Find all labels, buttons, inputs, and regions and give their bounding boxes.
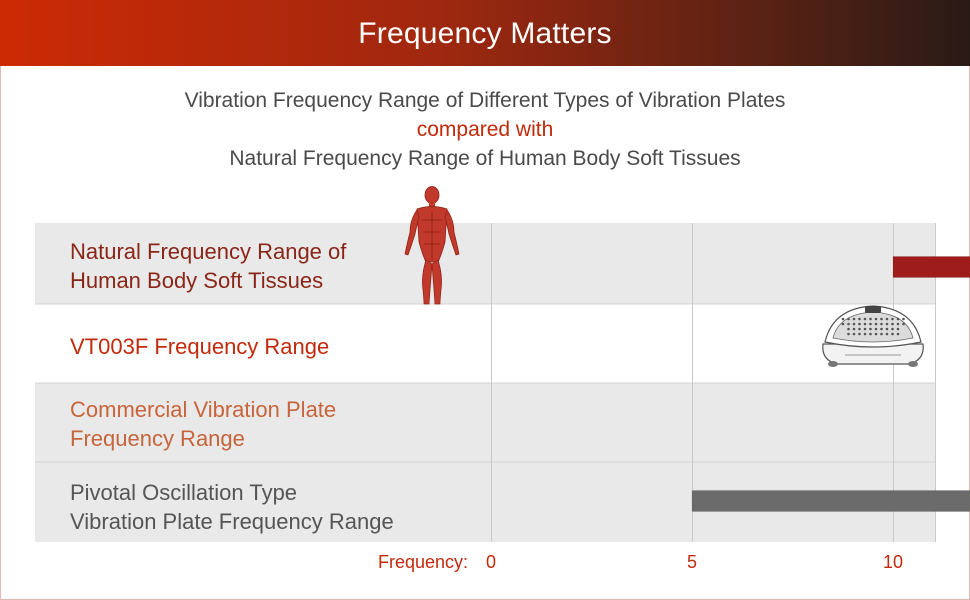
x-tick-label: 0 (486, 552, 496, 572)
x-axis-label: Frequency: (378, 552, 468, 572)
x-tick-label: 10 (883, 552, 903, 572)
subtitle-line-2: compared with (416, 118, 554, 141)
row-label: Frequency Range (70, 426, 245, 451)
row-bands (35, 223, 935, 542)
row-label: Vibration Plate Frequency Range (70, 509, 394, 534)
x-tick-label: 5 (687, 552, 697, 572)
row-labels: Natural Frequency Range of Human Body Sof… (70, 239, 394, 534)
header-banner: Frequency Matters (0, 0, 970, 66)
range-bar (892, 256, 970, 278)
range-bar (691, 490, 970, 512)
vibration-plate-icon (822, 305, 924, 367)
row-band (35, 304, 935, 383)
range-bars (691, 256, 970, 512)
row-label: Commercial Vibration Plate (70, 397, 336, 422)
row-band (35, 223, 935, 304)
subtitle-line-3: Natural Frequency Range of Human Body So… (229, 147, 741, 170)
row-label: Natural Frequency Range of (70, 239, 347, 264)
row-band (35, 383, 935, 462)
row-label: VT003F Frequency Range (70, 334, 329, 359)
row-label: Human Body Soft Tissues (70, 268, 323, 293)
subtitle-line-1: Vibration Frequency Range of Different T… (184, 89, 786, 112)
human-muscle-figure-icon (404, 186, 460, 305)
row-icons (404, 186, 924, 367)
row-label: Pivotal Oscillation Type (70, 480, 297, 505)
x-axis: Frequency:05101520253035404550 Hz (378, 552, 903, 572)
page-title: Frequency Matters (358, 17, 612, 50)
